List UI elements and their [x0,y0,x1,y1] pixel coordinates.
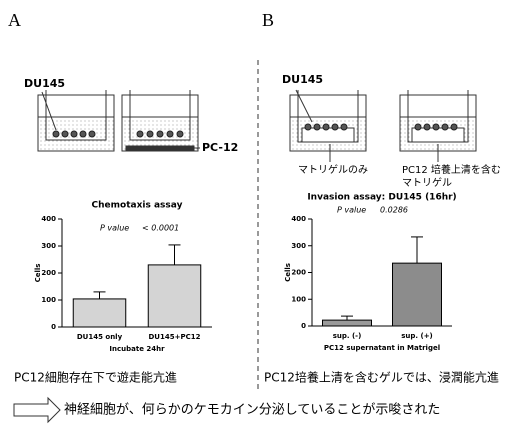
arrow [14,398,60,422]
x-tick-label: sup. (-) [333,332,362,340]
chart-title: Chemotaxis assay [92,201,183,211]
annotation: 0.0286 [380,206,408,215]
figure: A B DU145 PC-12 DU145 マトリゲルのみ PC12 培養上清を… [0,0,526,425]
annotation: P value [100,224,129,233]
chart-title: Invasion assay: DU145 (16hr) [307,193,456,203]
conclusion: 神経細胞が、何らかのケモカイン分泌していることが示唆された [64,402,440,418]
x-tick-label: DU145 only [77,333,123,341]
y-tick-label: 0 [51,323,56,331]
bar [323,320,372,326]
diagram-label: PC12 培養上清を含む [402,163,501,176]
annotation: P value [337,206,366,215]
caption: PC12培養上清を含むゲルでは、浸潤能亢進 [264,370,499,385]
annotation: < 0.0001 [142,224,179,233]
x-tick-label: DU145+PC12 [149,333,201,341]
well-diagram [38,90,476,162]
y-tick-label: 300 [41,242,56,250]
y-tick-label: 100 [291,295,306,303]
y-tick-label: 300 [291,242,306,250]
diagram-label: DU145 [24,77,65,90]
x-tick-label: sup. (+) [401,332,433,340]
diagram-label: PC-12 [202,141,238,154]
bar [393,263,442,326]
bar [148,265,201,327]
y-axis-label: Cells [34,264,42,283]
y-tick-label: 400 [41,215,56,223]
panel-label: B [262,10,274,30]
y-tick-label: 400 [291,215,306,223]
y-axis-label: Cells [284,263,292,282]
diagram-label: マトリゲルのみ [298,164,368,176]
caption: PC12細胞存在下で遊走能亢進 [14,370,177,385]
x-axis-label: PC12 supernatant in Matrigel [324,344,440,352]
diagram-label: DU145 [282,73,323,86]
y-tick-label: 200 [291,269,306,277]
y-tick-label: 200 [41,269,56,277]
panel-label: A [8,10,21,30]
bar [73,299,126,327]
diagram-label: マトリゲル [402,177,452,189]
x-axis-label: Incubate 24hr [109,345,165,353]
y-tick-label: 100 [41,296,56,304]
y-tick-label: 0 [301,322,306,330]
